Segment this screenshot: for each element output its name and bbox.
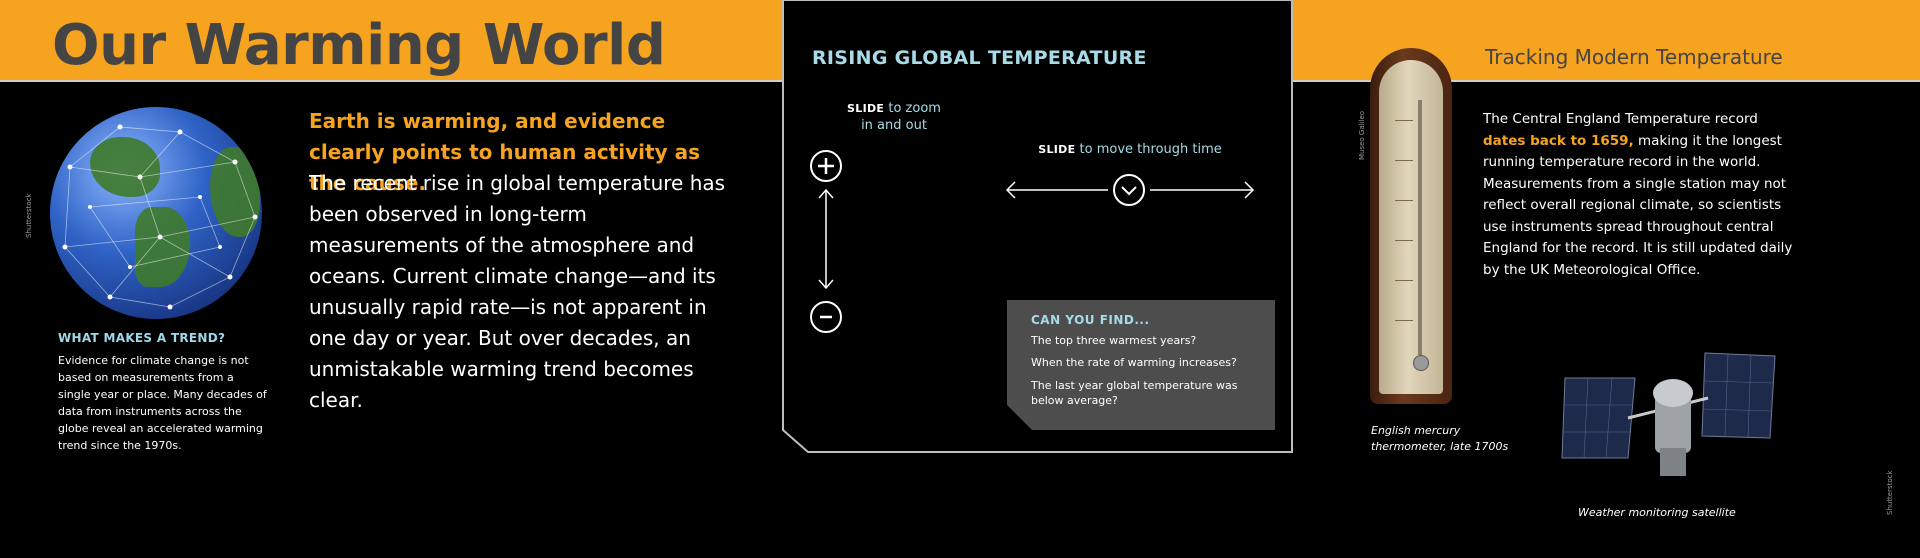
zoom-instruction: SLIDE to zoom in and out [842, 100, 946, 134]
vertical-arrow-icon [818, 188, 834, 290]
time-slider[interactable] [1005, 170, 1265, 210]
find-item: When the rate of warming increases? [1031, 356, 1237, 369]
zoom-control[interactable] [806, 148, 846, 338]
satellite-image [1561, 352, 1776, 476]
header-rule-right [1292, 80, 1920, 82]
find-item: The top three warmest years? [1031, 334, 1197, 347]
find-box [1007, 300, 1275, 430]
thermometer-image [1370, 48, 1452, 404]
find-box-corner [1007, 405, 1033, 431]
globe-image [50, 107, 262, 319]
globe-network-lines [62, 124, 258, 310]
page-title: Our Warming World [52, 13, 666, 78]
zoom-out-icon[interactable] [810, 301, 842, 333]
thermometer-credit: Museo Galileo [1358, 110, 1366, 160]
time-instruction: SLIDE to move through time [1020, 141, 1240, 158]
satellite-credit: Shutterstock [1886, 470, 1894, 515]
panel-title: RISING GLOBAL TEMPERATURE [812, 47, 1147, 69]
thermometer-caption: English mercury thermometer, late 1700s [1371, 424, 1509, 453]
header-rule-left [0, 80, 783, 82]
zoom-in-icon[interactable] [810, 150, 842, 182]
time-slide-word: SLIDE [1038, 143, 1076, 156]
right-body-text: The Central England Temperature record d… [1483, 109, 1803, 281]
find-item: The last year global temperature was bel… [1031, 379, 1238, 407]
time-instruction-text: to move through time [1079, 142, 1222, 157]
body-text-end: making it the longest running temperatur… [1483, 132, 1793, 278]
globe-credit: Shutterstock [25, 193, 33, 238]
body-text-start: The Central England Temperature record [1483, 111, 1758, 127]
zoom-instruction-text: to zoom in and out [861, 101, 941, 133]
intro-body: The recent rise in global temperature ha… [309, 171, 726, 412]
trend-text: Evidence for climate change is not based… [58, 354, 267, 452]
body-highlight: dates back to 1659, [1483, 132, 1634, 149]
right-section-title: Tracking Modern Temperature [1485, 45, 1783, 69]
trend-heading: WHAT MAKES A TREND? [58, 331, 226, 345]
header-band-left [0, 0, 783, 80]
horizontal-arrow-icon [1005, 181, 1255, 199]
intro-highlight: Earth is warming, and evidence clearly p… [309, 109, 700, 195]
satellite-caption: Weather monitoring satellite [1578, 506, 1736, 519]
find-heading: CAN YOU FIND... [1031, 313, 1150, 327]
slider-knob-icon[interactable] [1113, 174, 1145, 206]
zoom-slide-word: SLIDE [847, 102, 885, 115]
